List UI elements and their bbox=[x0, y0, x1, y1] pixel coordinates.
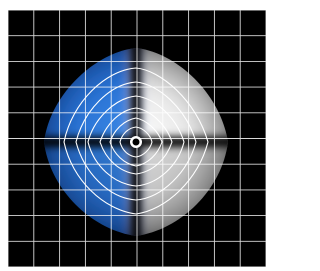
center-dot bbox=[133, 139, 140, 146]
page bbox=[0, 0, 276, 271]
viewing-angle-plot bbox=[0, 0, 276, 271]
